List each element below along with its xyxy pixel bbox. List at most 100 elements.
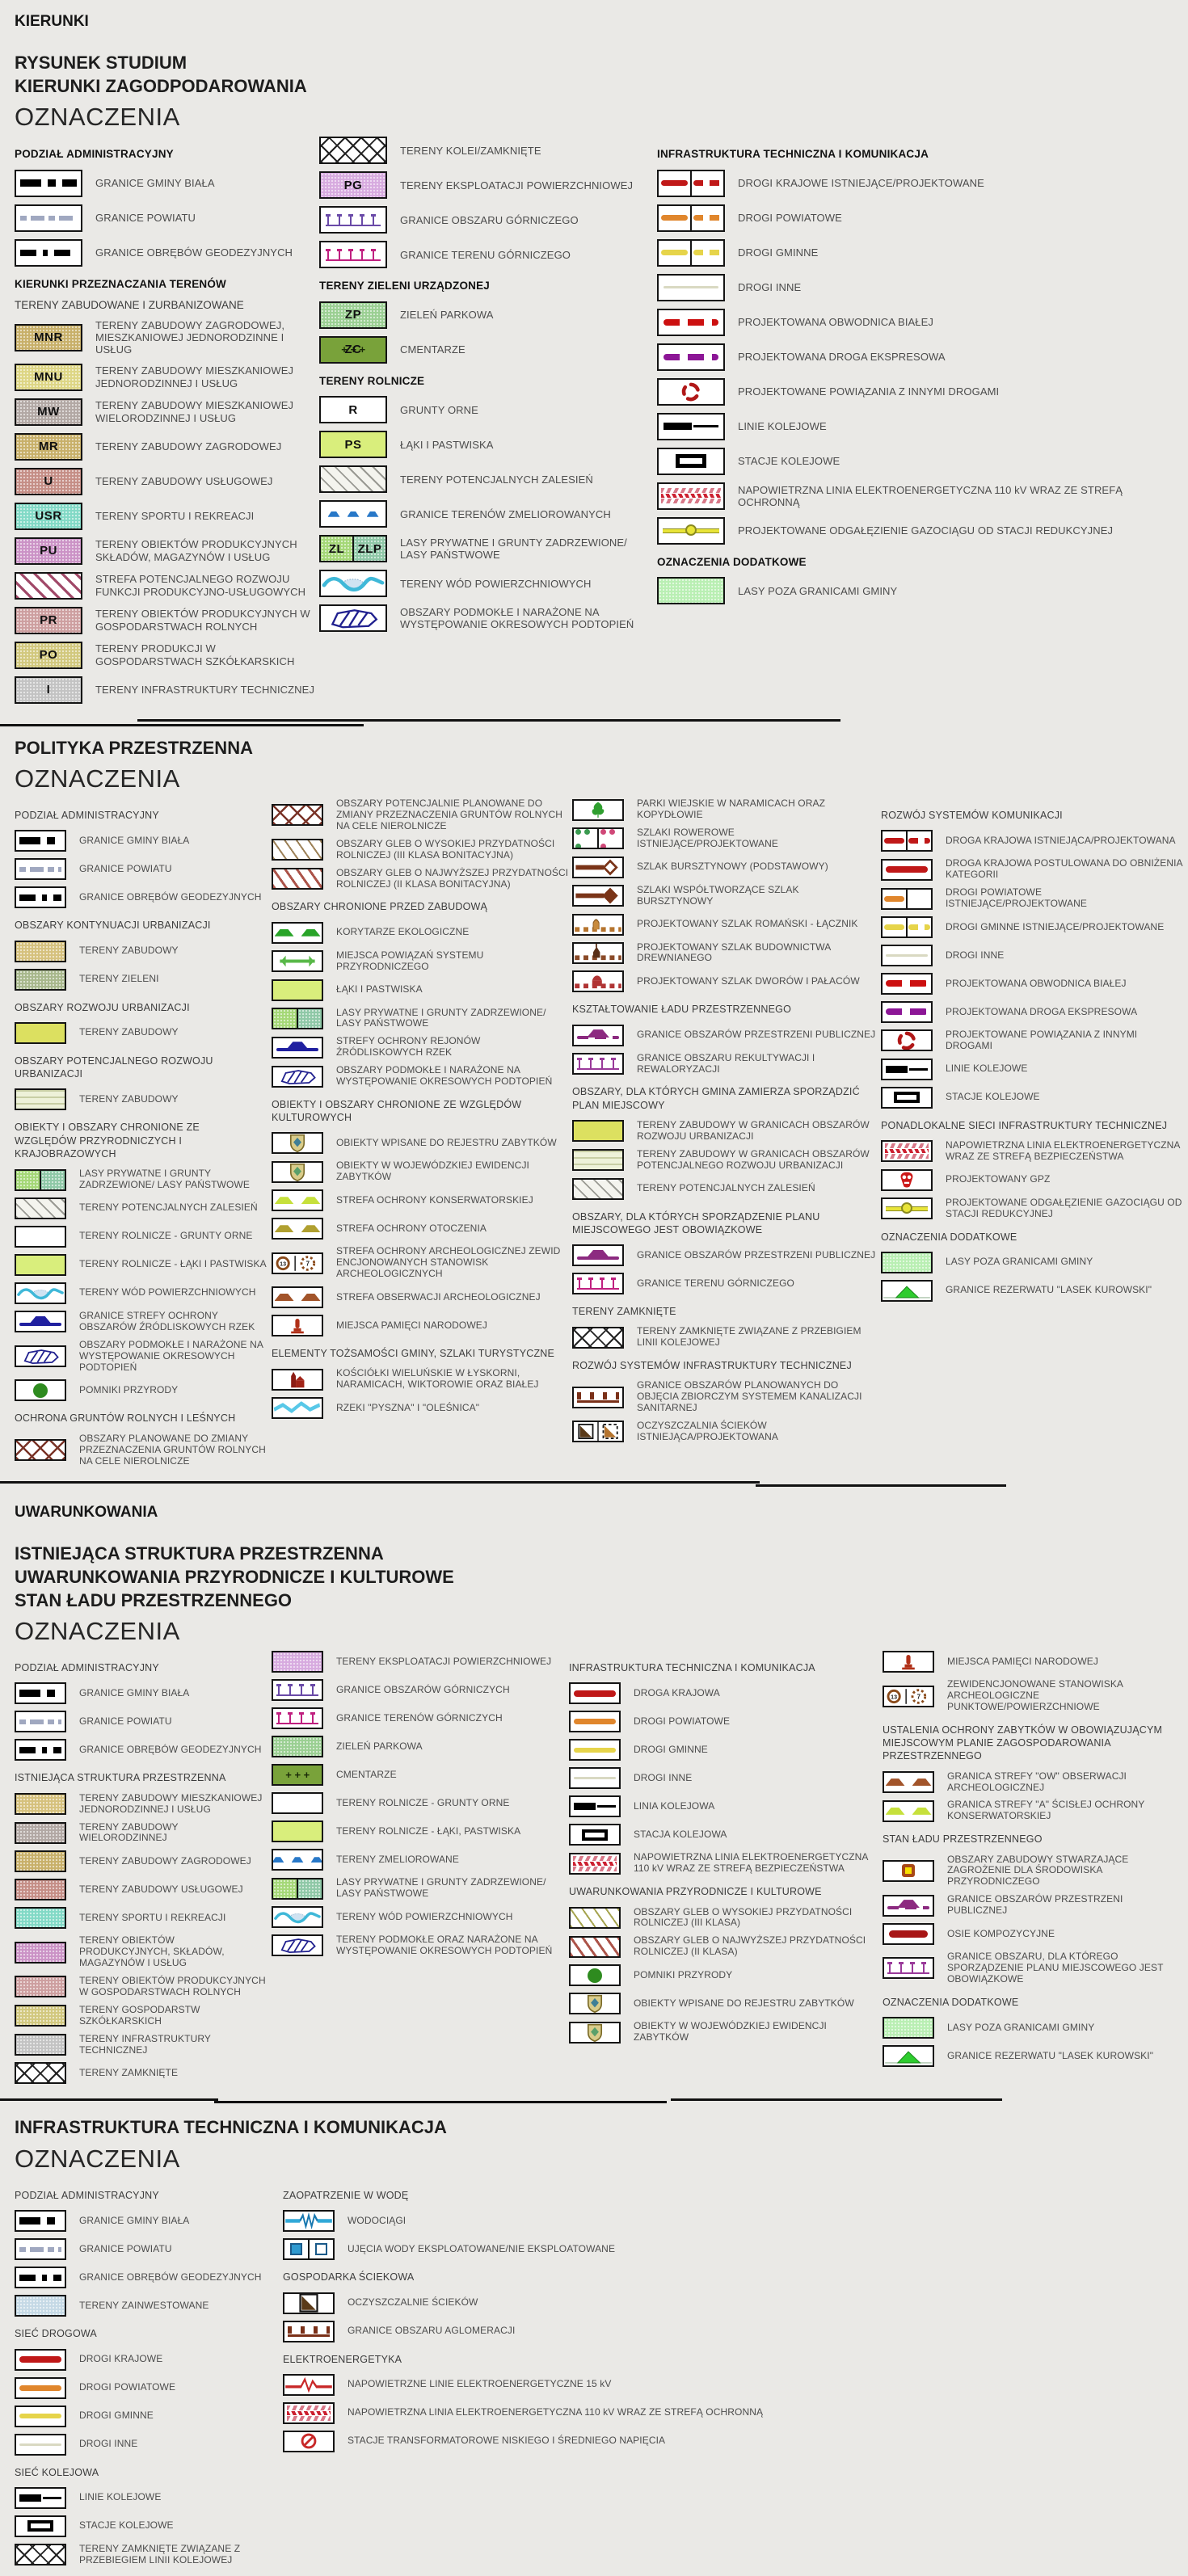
area-fill-swatch [15, 2295, 66, 2317]
legend-item: LASY POZA GRANICAMI GMINY [883, 2017, 1185, 2039]
obreb-line-icon [19, 249, 78, 256]
group-heading: KIERUNKI PRZEZNACZANIA TERENÓW [15, 277, 226, 290]
amber-route-swatch [572, 885, 624, 907]
legend-item: OBSZARY ZABUDOWY STWARZAJĄCE ZAGROŻENIE … [883, 1854, 1185, 1888]
area-fill-swatch [569, 1906, 621, 1929]
area-fill-swatch [15, 1225, 66, 1248]
legend-label: ŁĄKI I PASTWISKA [400, 438, 494, 451]
oznaczenia-title: OZNACZENIA [15, 764, 180, 793]
legend-label: TERENY ZABUDOWY [79, 945, 179, 957]
group-heading: OCHRONA GRUNTÓW ROLNYCH I LEŚNYCH [15, 1412, 236, 1425]
legend-item: TERENY ZABUDOWY [15, 940, 268, 962]
legend-item: STREFA OBSERWACJI ARCHEOLOGICZNEJ [272, 1286, 569, 1308]
legend-group: PONADLOKALNE SIECI INFRASTRUKTURY TECHNI… [881, 1119, 1188, 1220]
reserve-icon [885, 2051, 932, 2064]
legend-label: LASY PRYWATNE I GRUNTY ZADRZEWIONE/ LASY… [79, 1168, 250, 1191]
wave-icon [274, 1912, 321, 1924]
themed-route-swatch [572, 941, 624, 964]
legend-label: DROGI KRAJOWE ISTNIEJĄCE/PROJEKTOWANE [738, 177, 984, 190]
legend-label: RZEKI "PYSZNA" I "OLEŚNICA" [336, 1401, 480, 1413]
legend-item: TERENY WÓD POWIERZCHNIOWYCH [272, 1906, 566, 1929]
legend-label: OBSZARY GLEB O NAJWYŻSZEJ PRZYDATNOŚCI R… [336, 866, 569, 890]
area-fill-swatch: I [15, 676, 82, 704]
legend-column: PODZIAŁ ADMINISTRACYJNY GRANICE GMINY BIA… [15, 137, 319, 710]
legend-item: GRANICE POWIATU [15, 858, 268, 881]
area-fill-swatch [15, 1793, 66, 1816]
crosshatch-swatch [572, 1326, 624, 1349]
legend-item: U TERENY ZABUDOWY USŁUGOWEJ [15, 467, 316, 495]
heritage-shield-swatch [569, 2021, 621, 2044]
crosshatch-swatch [15, 1439, 66, 1462]
legend-item: GRANICE REZERWATU "LASEK KUROWSKI" [881, 1279, 1185, 1302]
legend-item: PROJEKTOWANY GPZ [881, 1168, 1185, 1191]
legend-group: TERENY EKSPLOATACJI POWIERZCHNIOWEJ GRANI… [272, 1651, 569, 1957]
gmina-boundary-swatch [15, 169, 82, 197]
legend-label: SZLAKI WSPÓŁTWORZĄCE SZLAK BURSZTYNOWY [637, 883, 799, 907]
legend-label: GRUNTY ORNE [400, 403, 478, 416]
legend-label: PROJEKTOWANY SZLAK ROMAŃSKI - ŁĄCZNIK [637, 918, 858, 930]
legend-label: GRANICE OBRĘBÓW GEODEZYJNYCH [79, 1744, 262, 1755]
legend-label: GRANICA STREFY "OW" OBSERWACJI ARCHEOLOG… [947, 1770, 1127, 1793]
section-divider [0, 2098, 1188, 2108]
legend-label: GRANICE OBSZARU, DLA KTÓREGO SPORZĄDZENI… [947, 1951, 1164, 1985]
section-uwarunkowania: UWARUNKOWANIA ISTNIEJĄCA STRUKTURA PRZEST… [0, 1491, 1188, 2094]
section-kicker: KIERUNKI [15, 13, 89, 30]
water-main-icon [285, 2212, 332, 2230]
power-line-swatch [283, 2401, 335, 2424]
area-fill-swatch: MNR [15, 323, 82, 351]
legend-item: GRANICE OBRĘBÓW GEODEZYJNYCH [15, 238, 316, 267]
legend-item: KORYTARZE EKOLOGICZNE [272, 921, 569, 944]
heritage-shield-icon [289, 1163, 305, 1181]
section-title: KIERUNKI ZAGODPODAROWANIA [15, 75, 307, 96]
legend-item: DROGI POWIATOWE [569, 1711, 879, 1733]
legend-item: DROGI GMINNE [15, 2405, 280, 2427]
legend-label: OBIEKTY W WOJEWÓDZKIEJ EWIDENCJI ZABYTKÓ… [336, 1160, 529, 1183]
group-heading: OBSZARY ROZWOJU URBANIZACJI [15, 1001, 190, 1013]
roundabout-swatch [657, 377, 725, 406]
legend-item: LASY PRYWATNE I GRUNTY ZADRZEWIONE/ LASY… [272, 1006, 569, 1030]
legend-item: DROGI GMINNE [569, 1739, 879, 1762]
legend-label: TERENY PODMOKŁE ORAZ NARAŻONE NA WYSTĘPO… [336, 1934, 553, 1956]
legend-item: STACJE KOLEJOWE [657, 447, 1185, 475]
legend-group: OBSZARY, DLA KTÓRYCH SPORZĄDZENIE PLANU … [572, 1210, 881, 1295]
section-title: RYSUNEK STUDIUM [15, 53, 187, 73]
road-line-swatch [15, 2348, 66, 2371]
area-fill-swatch: U [15, 467, 82, 495]
legend-item: GRANICE STREFY OCHRONY OBSZARÓW ŹRÓDLISK… [15, 1310, 268, 1333]
legend-item: TERENY ROLNICZE - GRUNTY ORNE [15, 1225, 268, 1248]
legend-item: DROGI POWIATOWE ISTNIEJĄCE/PROJEKTOWANE [881, 886, 1185, 910]
memorial-swatch [272, 1314, 323, 1336]
area-fill-swatch [883, 2017, 934, 2039]
section-infrastruktura: INFRASTRUKTURA TECHNICZNA I KOMUNIKACJA O… [0, 2108, 1188, 2575]
wetland-swatch [319, 604, 387, 633]
transformer-swatch [283, 2430, 335, 2452]
legend-group: INFRASTRUKTURA TECHNICZNA I KOMUNIKACJA D… [657, 147, 1188, 545]
memorial-icon [291, 1319, 304, 1334]
legend-item: PARKI WIEJSKIE W NARAMICACH ORAZ KOPYDŁO… [572, 798, 878, 821]
legend-label: TERENY ZMELIOROWANE [336, 1853, 459, 1865]
legend-label: NAPOWIETRZNE LINIE ELEKTROENERGETYCZNE 1… [348, 2378, 612, 2390]
obreb-boundary-swatch [15, 2267, 66, 2289]
legend-item: TERENY ZMELIOROWANE [272, 1849, 566, 1871]
legend-label: DROGA KRAJOWA ISTNIEJĄCA/PROJEKTOWANA [946, 834, 1176, 846]
legend-label: STACJA KOLEJOWA [634, 1829, 727, 1840]
legend-label: PROJEKTOWANA DROGA EKSPRESOWA [946, 1005, 1138, 1017]
legend-item: GRANICE OBSZARU GÓRNICZEGO [319, 206, 654, 234]
legend-item: GRANICA STREFY "A" ŚCISŁEJ OCHRONY KONSE… [883, 1799, 1185, 1822]
legend-group: OBIEKTY I OBSZARY CHRONIONE ZE WZGLĘDÓW … [15, 1121, 272, 1402]
legend-item: GRANICE POWIATU [15, 204, 316, 232]
area-fill-swatch: MR [15, 432, 82, 461]
church-swatch [272, 1368, 323, 1391]
legend-label: GRANICE POWIATU [79, 1715, 172, 1727]
legend-label: TERENY ZABUDOWY USŁUGOWEJ [79, 1883, 243, 1895]
legend-label: PROJEKTOWANY SZLAK BUDOWNICTWA DREWNIANE… [637, 941, 831, 964]
legend-item: TERENY OBIEKTÓW PRODUKCYJNYCH W GOSPODAR… [15, 1975, 268, 1998]
legend-item: TERENY POTENCJALNYCH ZALESIEŃ [572, 1177, 878, 1200]
group-heading: OBIEKTY I OBSZARY CHRONIONE ZE WZGLĘDÓW … [272, 1098, 522, 1124]
rail-station-icon [657, 447, 725, 475]
legend-label: LASY PRYWATNE I GRUNTY ZADRZEWIONE/ LASY… [336, 1006, 546, 1029]
protection-zone-swatch [272, 921, 323, 944]
protection-zone-swatch [883, 1799, 934, 1822]
legend-label: STREFA OCHRONY ARCHEOLOGICZNEJ ZEWID ENC… [336, 1245, 561, 1280]
heritage-shield-swatch [272, 1132, 323, 1155]
